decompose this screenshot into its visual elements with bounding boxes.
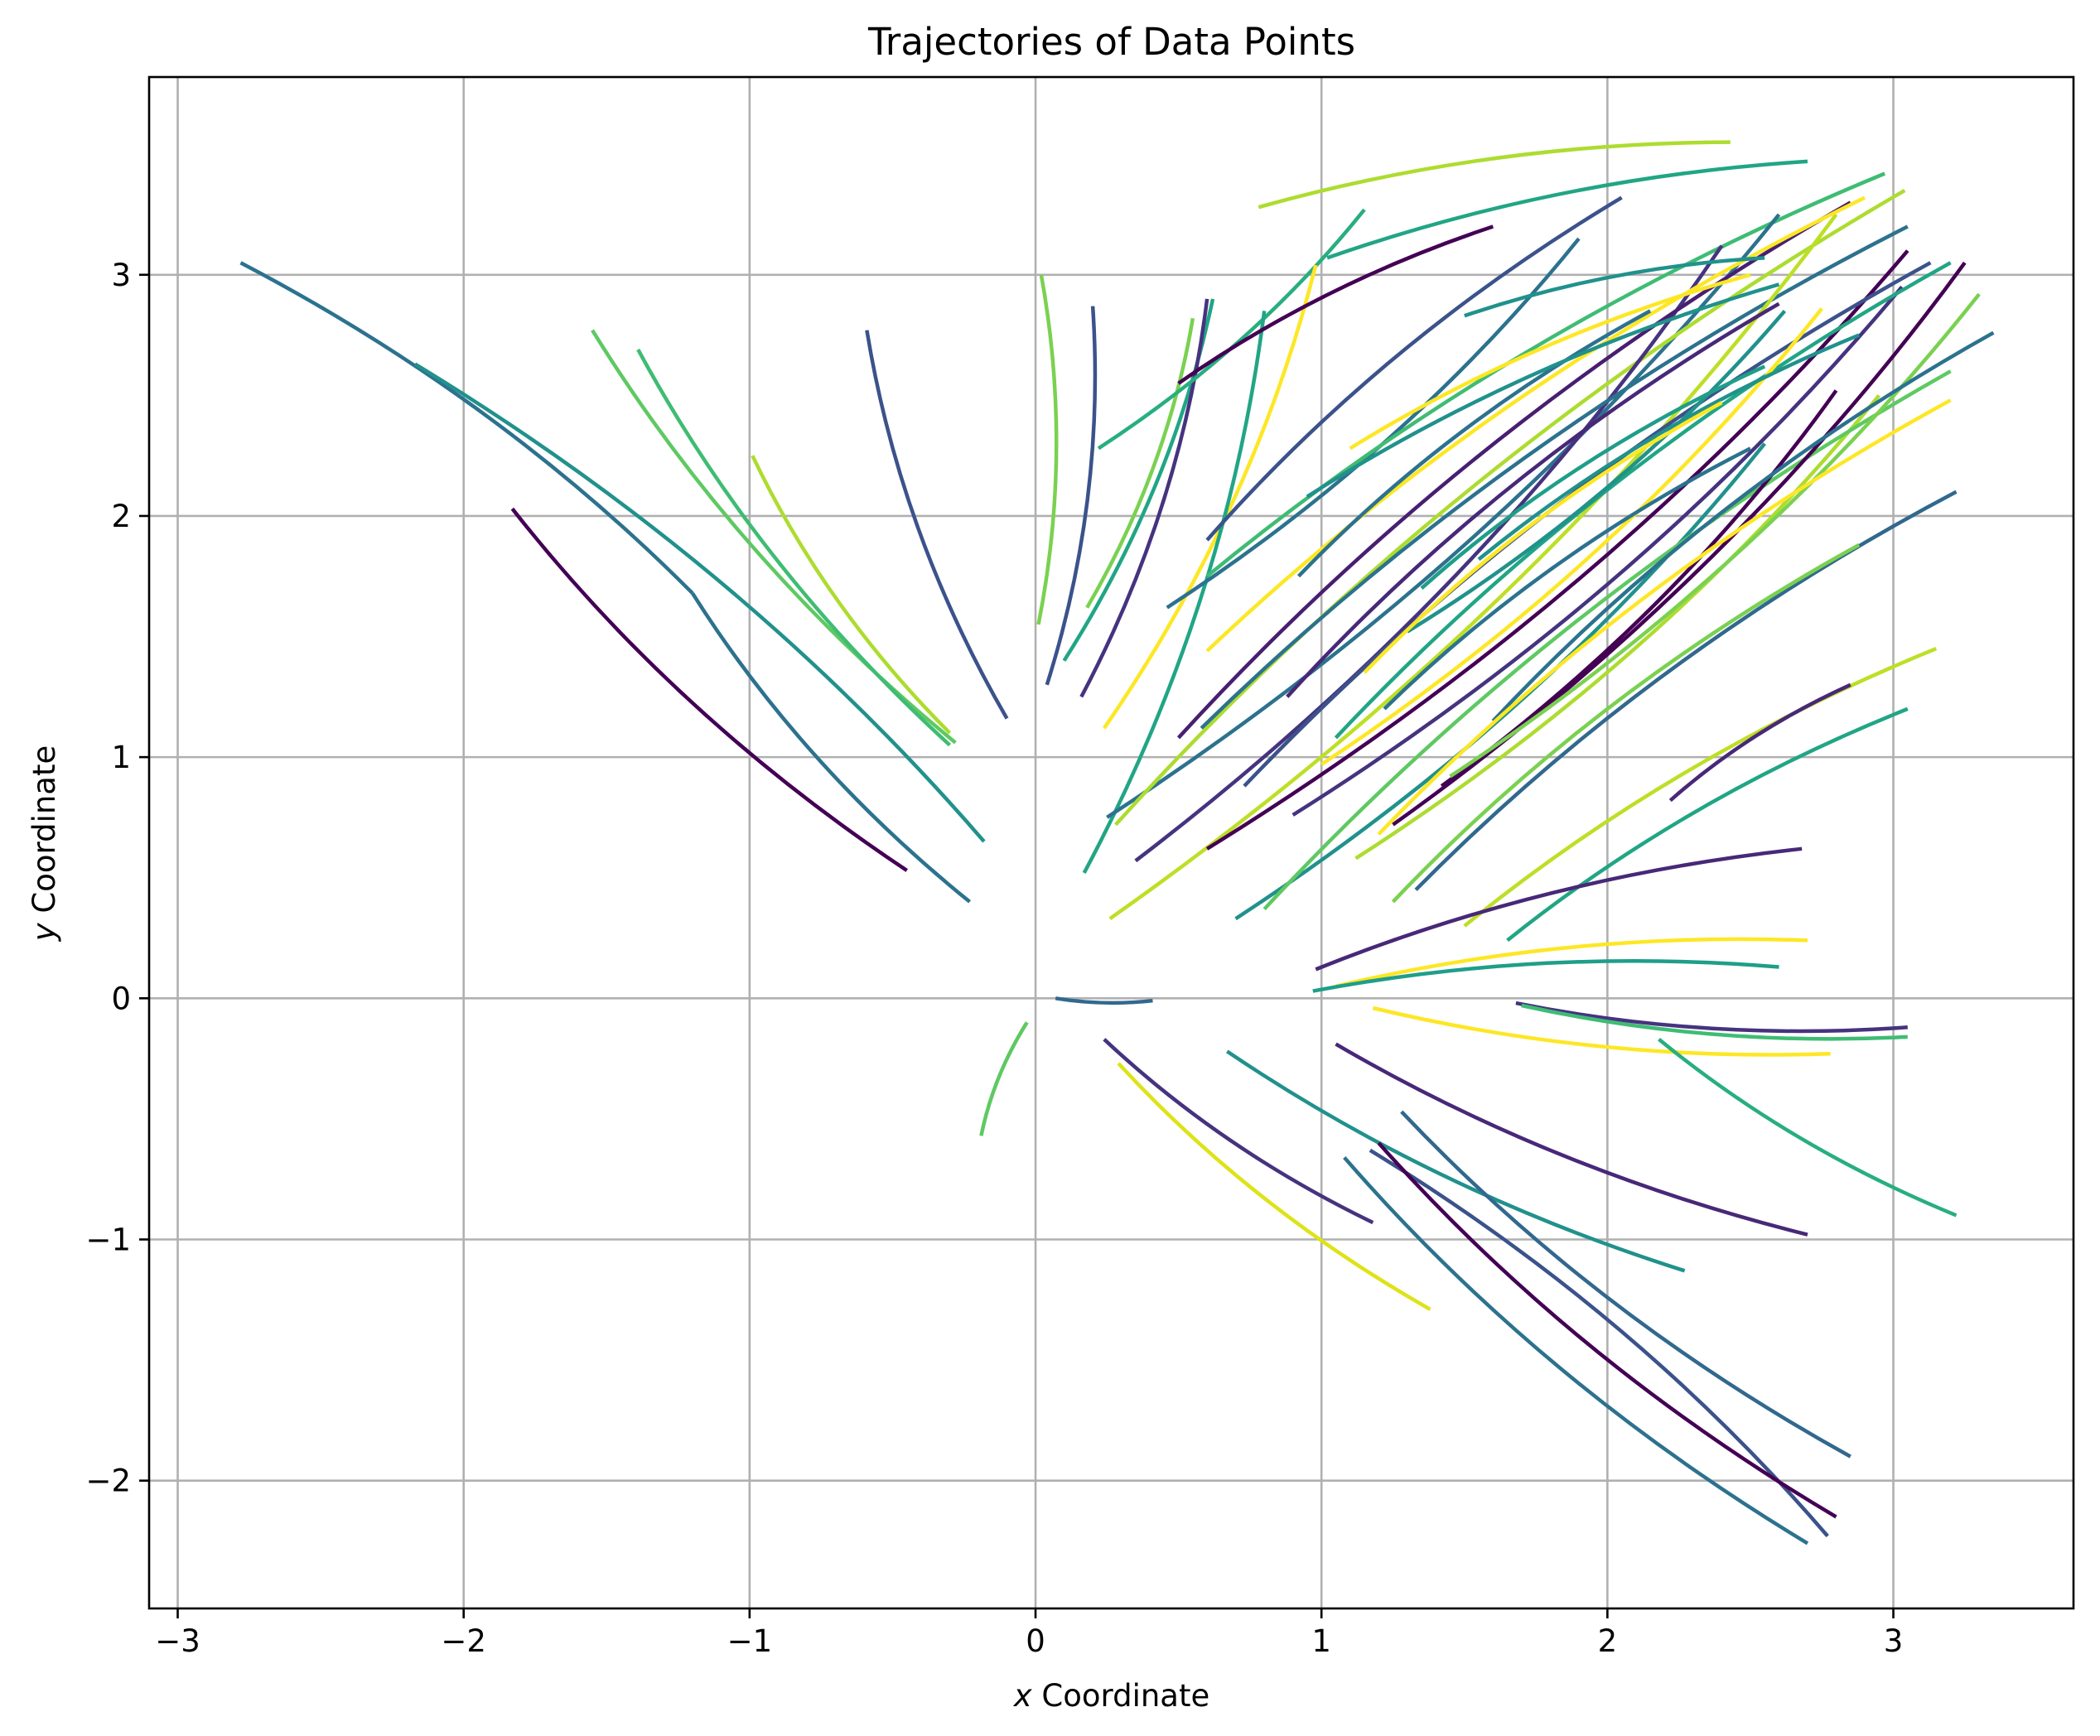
x-tick-label: 2 (1598, 1623, 1618, 1659)
trajectory-line (239, 261, 694, 595)
trajectory-line (1414, 489, 1958, 891)
trajectory-line (1306, 282, 1780, 499)
trajectory-line (1383, 446, 1752, 711)
trajectory-line (1296, 309, 1652, 578)
trajectory-line (1400, 1110, 1851, 1459)
trajectory-line (979, 1021, 1029, 1136)
trajectory-line (1036, 274, 1059, 625)
trajectory-line (1372, 1005, 1831, 1057)
trajectory-line (510, 507, 908, 872)
x-axis-label: x Coordinate (1013, 1678, 1210, 1714)
trajectory-line (1103, 264, 1318, 730)
x-tick-label: 0 (1026, 1623, 1045, 1659)
trajectory-line (1477, 333, 1860, 562)
axis-ticks: −3 −2 −1 0 1 2 3 −2 −1 0 1 2 3 (85, 258, 1903, 1659)
trajectory-line (1117, 1062, 1431, 1311)
y-tick-label: −2 (85, 1464, 131, 1499)
trajectory-line (1205, 171, 1886, 578)
trajectory-line (1335, 937, 1808, 988)
trajectory-line (1103, 1038, 1374, 1225)
y-tick-label: 2 (111, 499, 131, 534)
trajectory-line (636, 348, 952, 747)
trajectory-line (1226, 1049, 1686, 1273)
trajectory-line (1668, 682, 1851, 803)
trajectory-line (1106, 213, 1781, 819)
y-tick-label: 0 (111, 981, 131, 1016)
y-tick-label: −1 (85, 1222, 131, 1257)
trajectory-line (1377, 1141, 1837, 1519)
trajectory-line (1391, 542, 1861, 904)
trajectory-line (1312, 959, 1779, 993)
trajectory-line (690, 591, 972, 904)
trajectory-line (1377, 398, 1952, 836)
trajectory-line (1200, 224, 1909, 730)
trajectory-line (1177, 224, 1494, 385)
trajectory-lines (239, 140, 1995, 1546)
trajectory-line (751, 455, 952, 735)
trajectory-line (1326, 159, 1808, 260)
grid (149, 77, 2073, 1608)
trajectory-line (1354, 393, 1881, 861)
trajectory-line (1114, 188, 1906, 827)
trajectory-line (1420, 364, 1766, 590)
trajectory-line (1320, 307, 1823, 766)
trajectory-line (1055, 996, 1153, 1005)
y-axis-label-text: Coordinate (27, 745, 62, 923)
trajectory-line (1097, 208, 1366, 451)
trajectory-line (1108, 213, 1838, 921)
x-tick-label: −3 (155, 1623, 200, 1659)
trajectory-line (1363, 401, 1723, 674)
trajectory-line (1506, 706, 1909, 943)
trajectory-line (1349, 272, 1751, 451)
trajectory-line (1343, 1156, 1809, 1546)
y-axis-label: y Coordinate (27, 745, 62, 943)
trajectory-line (1449, 292, 1981, 779)
trajectory-line (865, 330, 1009, 720)
trajectory-line (1406, 309, 1787, 634)
trajectory-line (1369, 1148, 1829, 1538)
trajectory-line (1515, 1001, 1908, 1034)
trajectory-line (1334, 261, 1952, 740)
trajectory-line (1079, 298, 1209, 698)
y-tick-label: 1 (111, 740, 131, 775)
y-axis-label-variable: y (27, 922, 62, 942)
trajectory-line (1464, 256, 1765, 318)
chart-title: Trajectories of Data Points (867, 20, 1355, 64)
trajectory-line (1258, 140, 1731, 210)
x-axis-label-variable: x (1013, 1678, 1033, 1714)
trajectory-line (1491, 330, 1995, 723)
x-tick-label: −2 (441, 1623, 486, 1659)
trajectory-line (1176, 200, 1851, 740)
trajectory-line (1463, 647, 1938, 928)
plot-frame (147, 75, 2075, 1610)
trajectory-line (1291, 285, 1904, 817)
trajectory-line (1134, 244, 1724, 863)
trajectory-line (1262, 369, 1952, 911)
trajectory-line (1205, 195, 1623, 542)
y-tick-label: 3 (111, 258, 131, 293)
trajectory-line (1392, 261, 1967, 827)
trajectory-line (1205, 195, 1866, 653)
trajectory-line (1521, 1003, 1908, 1041)
trajectory-line (1315, 846, 1803, 972)
trajectory-line (1286, 301, 1780, 698)
x-tick-label: 1 (1311, 1623, 1331, 1659)
x-tick-label: −1 (727, 1623, 773, 1659)
trajectory-line (1045, 306, 1098, 686)
trajectory-line (1335, 1042, 1808, 1237)
trajectory-line (413, 362, 986, 843)
x-axis-label-text: Coordinate (1032, 1678, 1210, 1714)
trajectory-line (1658, 1038, 1958, 1218)
trajectory-line (1082, 311, 1267, 874)
x-tick-label: 3 (1884, 1623, 1904, 1659)
trajectory-line (1085, 317, 1195, 609)
